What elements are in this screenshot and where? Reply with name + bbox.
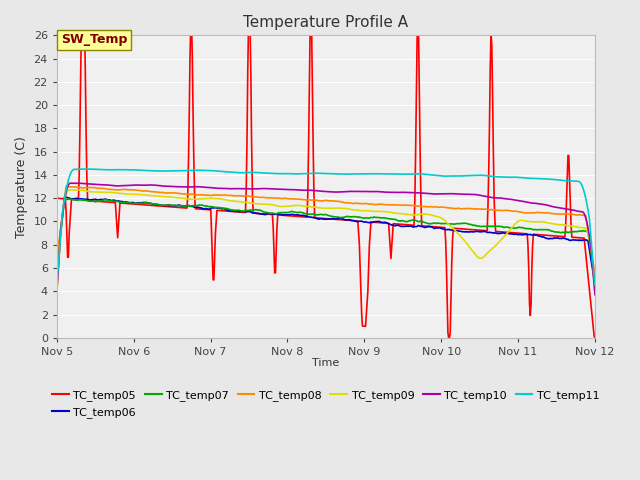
TC_temp07 [186,203,193,208]
TC_temp10 [53,288,61,294]
TC_temp07 [224,205,232,211]
TC_temp09 [186,196,193,202]
TC_temp06 [591,281,599,287]
TC_temp08 [472,206,480,212]
TC_temp08 [53,256,61,262]
TC_temp10 [224,186,232,192]
TC_temp05 [205,207,213,213]
TC_temp07 [539,227,547,232]
TC_temp06 [539,234,547,240]
Title: Temperature Profile A: Temperature Profile A [243,15,408,30]
TC_temp11 [407,171,415,177]
TC_temp05 [53,195,61,201]
TC_temp05 [591,335,599,341]
TC_temp10 [539,202,547,207]
TC_temp05 [540,232,547,238]
TC_temp08 [591,271,599,277]
TC_temp07 [472,223,480,228]
TC_temp08 [205,192,213,198]
TC_temp10 [472,192,480,198]
Line: TC_temp08: TC_temp08 [57,186,595,274]
TC_temp05 [474,227,481,233]
Legend: TC_temp05, TC_temp06, TC_temp07, TC_temp08, TC_temp09, TC_temp10, TC_temp11: TC_temp05, TC_temp06, TC_temp07, TC_temp… [48,386,604,422]
TC_temp06 [407,223,415,229]
TC_temp06 [205,206,213,212]
TC_temp09 [53,290,61,296]
TC_temp05 [445,335,452,341]
Line: TC_temp05: TC_temp05 [57,24,595,338]
TC_temp10 [205,185,213,191]
TC_temp09 [539,219,547,225]
Line: TC_temp07: TC_temp07 [57,199,595,280]
X-axis label: Time: Time [312,358,339,368]
Text: SW_Temp: SW_Temp [61,34,127,47]
TC_temp11 [472,172,480,178]
TC_temp06 [53,264,61,269]
TC_temp10 [72,180,79,186]
TC_temp07 [205,204,213,209]
TC_temp10 [186,184,193,190]
TC_temp11 [186,168,193,173]
Y-axis label: Temperature (C): Temperature (C) [15,136,28,238]
TC_temp09 [407,212,415,218]
TC_temp05 [77,21,85,26]
TC_temp11 [591,282,599,288]
TC_temp08 [224,192,232,198]
TC_temp11 [205,168,213,173]
TC_temp07 [61,196,69,202]
Line: TC_temp06: TC_temp06 [57,197,595,284]
TC_temp07 [53,266,61,272]
TC_temp09 [472,253,480,259]
TC_temp08 [186,192,193,197]
Line: TC_temp09: TC_temp09 [57,190,595,293]
TC_temp07 [407,218,415,224]
Line: TC_temp11: TC_temp11 [57,169,595,285]
TC_temp08 [62,183,70,189]
TC_temp05 [407,222,415,228]
TC_temp11 [224,169,232,175]
TC_temp10 [407,190,415,195]
TC_temp06 [61,194,69,200]
TC_temp08 [539,210,547,216]
TC_temp09 [224,197,232,203]
TC_temp11 [53,279,61,285]
TC_temp07 [591,277,599,283]
TC_temp10 [591,292,599,298]
TC_temp11 [83,166,91,172]
TC_temp05 [186,112,193,118]
TC_temp06 [472,228,480,234]
TC_temp09 [205,195,213,201]
TC_temp05 [224,208,232,214]
TC_temp06 [186,203,193,209]
TC_temp11 [539,176,547,181]
TC_temp09 [73,187,81,193]
TC_temp09 [591,290,599,296]
TC_temp06 [224,207,232,213]
Line: TC_temp10: TC_temp10 [57,183,595,295]
TC_temp08 [407,203,415,208]
